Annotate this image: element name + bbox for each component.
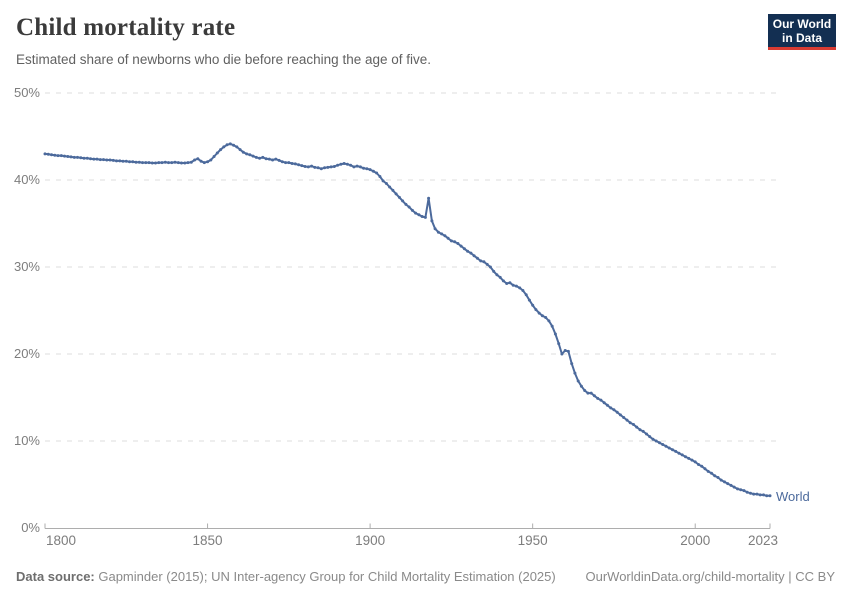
chart-subtitle: Estimated share of newborns who die befo… [16, 52, 431, 67]
x-axis-tick-label: 2000 [680, 533, 711, 548]
owid-logo[interactable]: Our World in Data [768, 14, 836, 50]
page-title: Child mortality rate [16, 14, 236, 41]
series-end-label: World [776, 489, 810, 504]
y-axis-tick-label: 0% [21, 520, 40, 535]
owid-logo-line1: Our World [772, 16, 832, 31]
x-axis-tick-label: 1950 [517, 533, 548, 548]
x-axis-tick-label: 2023 [747, 533, 778, 548]
data-source-note: Data source: Gapminder (2015); UN Inter-… [16, 569, 556, 584]
x-axis-tick-label: 1850 [192, 533, 223, 548]
owid-logo-line2: in Data [781, 30, 822, 45]
y-axis-tick-label: 50% [13, 85, 40, 100]
y-axis-tick-label: 40% [13, 172, 40, 187]
data-source-text: Gapminder (2015); UN Inter-agency Group … [94, 569, 556, 584]
x-axis-tick-label: 1800 [46, 533, 77, 548]
y-axis-tick-label: 20% [13, 346, 40, 361]
y-axis-tick-label: 30% [13, 259, 40, 274]
data-source-label: Data source: [16, 569, 95, 584]
y-axis-tick-label: 10% [13, 433, 40, 448]
chart-url-license-link[interactable]: OurWorldinData.org/child-mortality | CC … [585, 569, 836, 584]
x-axis-tick-label: 1900 [355, 533, 386, 548]
